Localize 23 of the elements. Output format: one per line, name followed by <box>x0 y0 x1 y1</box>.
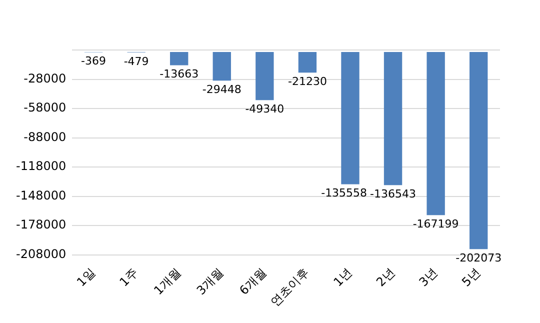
y-tick-label: -28000 <box>24 71 66 86</box>
y-tick-label: -178000 <box>16 218 66 232</box>
data-label: -49340 <box>245 102 284 116</box>
x-tick-label: 1주 <box>116 265 141 290</box>
y-tick-label: -208000 <box>16 247 66 261</box>
data-label: -136543 <box>370 188 416 201</box>
x-tick-label: 1년 <box>330 265 355 290</box>
y-tick-label: -118000 <box>16 159 66 174</box>
y-tick-label: -58000 <box>24 100 66 115</box>
y-tick-label: -88000 <box>24 130 66 144</box>
data-label: -135558 <box>321 186 368 200</box>
data-label: -479 <box>124 54 149 68</box>
y-tick-label: -148000 <box>16 188 66 202</box>
data-label: -369 <box>81 54 106 68</box>
data-label: -167199 <box>412 217 459 230</box>
data-label: -13663 <box>160 68 199 81</box>
x-tick-label: 3년 <box>416 265 440 290</box>
data-label: -21230 <box>288 75 327 88</box>
x-tick-label: 5년 <box>459 265 483 290</box>
x-tick-label: 1일 <box>74 265 98 290</box>
data-label: -202073 <box>456 251 502 264</box>
data-label: -29448 <box>202 83 242 96</box>
x-tick-label: 2년 <box>374 265 398 290</box>
